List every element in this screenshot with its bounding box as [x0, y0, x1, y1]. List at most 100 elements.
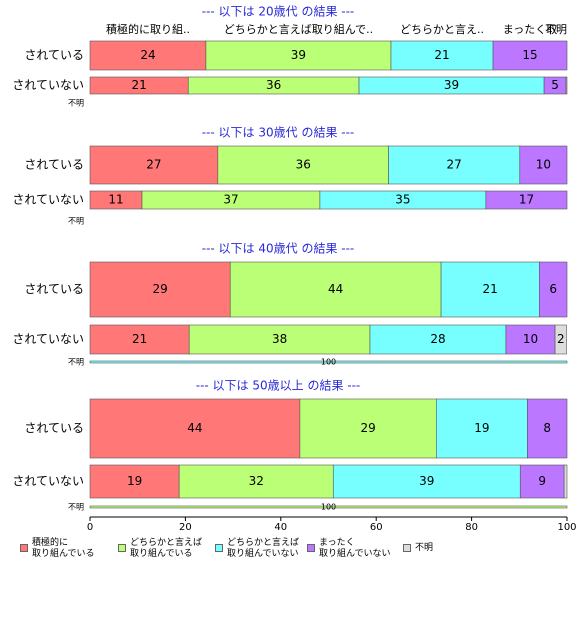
row-label: されていない: [12, 78, 84, 92]
value-label: 21: [132, 332, 147, 346]
column-label: 不明: [545, 23, 567, 36]
value-label: 9: [538, 474, 546, 488]
bar-segment: [440, 261, 540, 318]
bar-segment: [89, 398, 301, 459]
legend-swatch: [118, 544, 126, 552]
value-label: 27: [447, 158, 462, 172]
bar-segment: [519, 145, 568, 185]
chart: --- 以下は 20歳代 の結果 --- されている 24 積極的に取り組.. 39 どち…: [12, 5, 576, 534]
x-tick-label: 60: [370, 522, 383, 533]
legend-label: どちらかと言えば 取り組んでいない: [227, 538, 300, 559]
legend-label: まったく 取り組んでいない: [319, 538, 391, 559]
column-label: 積極的に取り組..: [106, 22, 190, 36]
value-label: 38: [272, 332, 287, 346]
legend-swatch: [20, 544, 28, 552]
x-tick-label: 80: [465, 522, 478, 533]
bar-segment: [390, 40, 494, 71]
bar-segment: [539, 261, 568, 318]
value-label: 44: [187, 421, 202, 435]
bar-segment: [519, 464, 565, 499]
bar-segment: [554, 324, 567, 355]
bar-segment: [89, 324, 190, 355]
value-label: 37: [223, 193, 238, 207]
row-label: 不明: [68, 358, 84, 367]
value-label: 15: [522, 48, 537, 62]
row-label: されている: [24, 282, 84, 296]
value-label: 10: [523, 332, 538, 346]
value-label: 39: [291, 48, 306, 62]
value-label: 44: [328, 282, 343, 296]
bar-segment: [89, 145, 219, 185]
row-label: 不明: [68, 217, 84, 226]
bar-segment: [205, 40, 392, 71]
bar-segment: [188, 324, 371, 355]
value-label: 2: [557, 332, 565, 346]
value-label: 39: [444, 78, 459, 92]
bar-segment: [89, 40, 207, 71]
value-label: 39: [419, 474, 434, 488]
value-label: 100: [321, 503, 336, 512]
legend: 積極的に 取り組んでいる どちらかと言えば 取り組んでいる どちらかと言えば 取り組…: [0, 538, 580, 568]
row-label: されていない: [12, 332, 84, 346]
value-label: 6: [549, 282, 557, 296]
value-label: 36: [266, 78, 281, 92]
value-label: 36: [296, 158, 311, 172]
legend-swatch: [403, 544, 411, 552]
value-label: 10: [536, 158, 551, 172]
value-label: 27: [146, 158, 161, 172]
value-label: 11: [108, 193, 123, 207]
value-label: 21: [131, 78, 146, 92]
value-label: 35: [395, 193, 410, 207]
bar-segment: [505, 324, 556, 355]
value-label: 5: [551, 78, 559, 92]
legend-swatch: [307, 544, 315, 552]
bar-segment: [332, 464, 521, 499]
bar-segment: [563, 464, 568, 499]
bar-segment: [485, 190, 568, 210]
row-label: されている: [24, 48, 84, 62]
row-label: されていない: [12, 193, 84, 207]
panel-title: --- 以下は 30歳代 の結果 ---: [202, 126, 355, 140]
x-tick-label: 0: [87, 522, 93, 533]
column-label: どちらかと言え..: [400, 23, 484, 36]
value-label: 32: [249, 474, 264, 488]
value-label: 8: [543, 421, 551, 435]
row-label: 不明: [68, 503, 84, 512]
bar-segment: [565, 76, 568, 95]
bar-segment: [527, 398, 568, 459]
value-label: 19: [127, 474, 142, 488]
bar-segment: [388, 145, 521, 185]
bar-segment: [299, 398, 437, 459]
bar-segment: [369, 324, 507, 355]
value-label: 17: [519, 193, 534, 207]
x-tick-label: 100: [557, 522, 576, 533]
value-label: 29: [152, 282, 167, 296]
value-label: 29: [360, 421, 375, 435]
panel-title: --- 以下は 50歳以上 の結果 ---: [196, 379, 361, 393]
row-label: されている: [24, 158, 84, 172]
value-label: 21: [483, 282, 498, 296]
value-label: 100: [321, 358, 336, 367]
legend-label: 不明: [415, 543, 434, 553]
row-label: されている: [24, 421, 84, 435]
panel-title: --- 以下は 40歳代 の結果 ---: [202, 242, 355, 256]
row-label: されていない: [12, 474, 84, 488]
row-label: 不明: [68, 99, 84, 108]
bar-segment: [89, 505, 568, 509]
value-label: 28: [430, 332, 445, 346]
column-label: どちらかと言えば取り組んで..: [224, 23, 373, 36]
value-label: 24: [140, 48, 155, 62]
panel-title: --- 以下は 20歳代 の結果 ---: [202, 5, 355, 19]
bar-segment: [436, 398, 528, 459]
value-label: 19: [474, 421, 489, 435]
bar-segment: [89, 360, 568, 364]
bar-segment: [89, 261, 231, 318]
column-label: まったく取: [503, 23, 558, 36]
x-tick-label: 40: [274, 522, 287, 533]
bar-segment: [492, 40, 568, 71]
legend-label: 積極的に 取り組んでいる: [32, 538, 95, 559]
legend-swatch: [215, 544, 223, 552]
value-label: 21: [434, 48, 449, 62]
x-tick-label: 20: [179, 522, 192, 533]
